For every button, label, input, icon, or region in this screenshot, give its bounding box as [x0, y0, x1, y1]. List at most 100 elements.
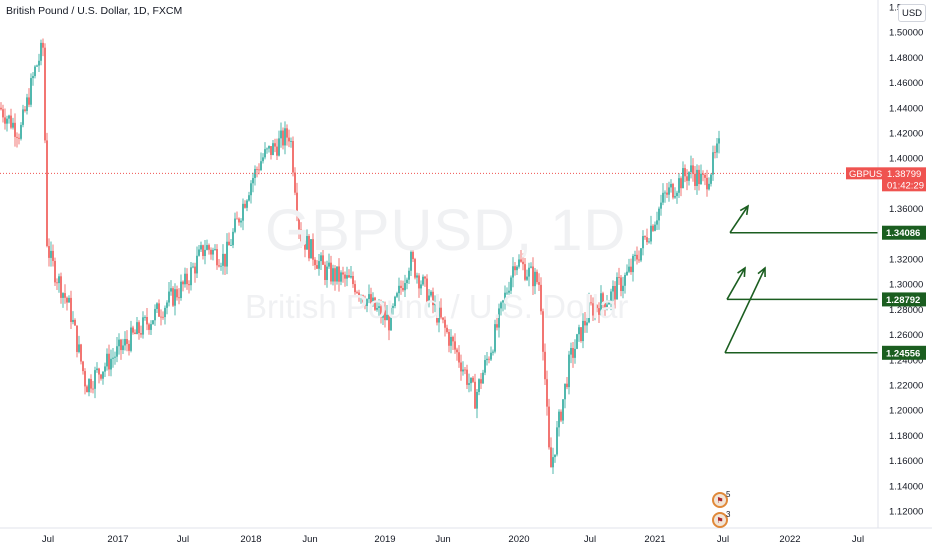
- price-axis[interactable]: 1.520001.500001.480001.460001.440001.420…: [889, 3, 923, 518]
- candle-body: [608, 302, 610, 305]
- candle-body: [306, 236, 308, 250]
- last-price-value: 1.38799: [887, 169, 921, 180]
- time-axis[interactable]: Jul 2017 Jul 2018 Jun 2019 Jun 2020 Jul 2021 Jul 20…: [42, 534, 864, 545]
- candle-body: [156, 303, 158, 309]
- candle-body: [234, 218, 236, 232]
- x-tick-label: Jun: [302, 534, 317, 545]
- candle-body: [518, 259, 520, 267]
- y-tick-label: 1.14000: [889, 481, 923, 492]
- candle-body: [482, 372, 484, 384]
- countdown-timer: 01:42:29: [887, 180, 924, 191]
- projection-arrow[interactable]: [729, 205, 749, 234]
- candle-body: [66, 297, 68, 303]
- candle-body: [454, 341, 456, 350]
- candle-body: [566, 383, 568, 388]
- candle-body: [296, 192, 298, 215]
- candle-body: [62, 293, 64, 298]
- y-tick-label: 1.12000: [889, 507, 923, 518]
- candle-body: [610, 291, 612, 303]
- chart-title[interactable]: British Pound / U.S. Dollar, 1D, FXCM: [6, 5, 183, 17]
- candle-body: [568, 354, 570, 388]
- y-tick-label: 1.32000: [889, 255, 923, 266]
- candle-body: [550, 447, 552, 468]
- candle-body: [680, 178, 682, 189]
- candle-body: [540, 284, 542, 312]
- candle-body: [400, 285, 402, 288]
- candle-body: [28, 97, 30, 105]
- us-flag-icon[interactable]: ⚑: [712, 512, 728, 528]
- y-tick-label: 1.26000: [889, 330, 923, 341]
- candle-body: [556, 427, 558, 455]
- candle-body: [270, 146, 272, 156]
- y-tick-label: 1.50000: [889, 28, 923, 39]
- candle-body: [476, 391, 478, 409]
- candle-body: [472, 377, 474, 382]
- projection-arrow[interactable]: [726, 267, 746, 300]
- candle-body: [562, 399, 564, 421]
- candle-body: [604, 301, 606, 309]
- candle-body: [622, 285, 624, 292]
- candle-body: [294, 172, 296, 193]
- candle-body: [180, 281, 182, 298]
- candle-body: [616, 277, 618, 300]
- candle-body: [582, 320, 584, 342]
- uk-flag-icon[interactable]: ⚑: [712, 492, 728, 508]
- symbol-watermark: GBPUSD, 1D: [265, 198, 627, 263]
- candle-body: [106, 353, 108, 367]
- candle-body: [526, 276, 528, 280]
- candle-body: [190, 267, 192, 286]
- level-tag-label: 1.24556: [886, 348, 920, 359]
- candle-body: [4, 117, 6, 124]
- candle-body: [248, 195, 250, 201]
- candle-body: [544, 351, 546, 380]
- candle-body: [546, 379, 548, 407]
- candle-body: [2, 109, 4, 118]
- candle-body: [96, 368, 98, 371]
- candle-body: [56, 282, 58, 284]
- candle-body: [178, 297, 180, 299]
- currency-button[interactable]: USD: [898, 4, 926, 22]
- candle-body: [34, 66, 36, 77]
- candle-body: [450, 336, 452, 346]
- y-tick-label: 1.20000: [889, 406, 923, 417]
- candle-body: [172, 288, 174, 306]
- candle-body: [548, 406, 550, 448]
- candle-body: [474, 381, 476, 409]
- candle-body: [186, 273, 188, 285]
- candle-body: [432, 291, 434, 306]
- projection-arrow[interactable]: [724, 267, 766, 354]
- candle-body: [374, 297, 376, 310]
- candle-body: [500, 302, 502, 309]
- candle-body: [226, 241, 228, 267]
- candle-body: [632, 255, 634, 273]
- candle-body: [84, 371, 86, 387]
- candle-body: [572, 348, 574, 358]
- economic-events[interactable]: ⚑ 5 ⚑ 3: [710, 490, 732, 530]
- x-tick-label: Jul: [42, 534, 54, 545]
- candle-body: [122, 345, 124, 351]
- candle-body: [222, 253, 224, 266]
- candle-body: [360, 295, 362, 297]
- candlestick-series: [0, 38, 720, 474]
- x-tick-label: 2021: [644, 534, 665, 545]
- candle-body: [128, 343, 130, 351]
- candle-body: [290, 141, 292, 142]
- candle-body: [682, 168, 684, 189]
- candle-body: [564, 383, 566, 400]
- candle-body: [240, 220, 242, 223]
- candle-body: [14, 122, 16, 137]
- candle-body: [218, 265, 220, 267]
- candle-body: [94, 370, 96, 389]
- candle-body: [392, 306, 394, 308]
- candle-body: [658, 208, 660, 221]
- candle-body: [602, 293, 604, 302]
- candle-body: [690, 165, 692, 173]
- candle-body: [444, 319, 446, 328]
- candle-body: [506, 292, 508, 294]
- candle-body: [124, 338, 126, 346]
- candle-body: [650, 225, 652, 242]
- candle-body: [464, 369, 466, 371]
- candle-body: [580, 327, 582, 342]
